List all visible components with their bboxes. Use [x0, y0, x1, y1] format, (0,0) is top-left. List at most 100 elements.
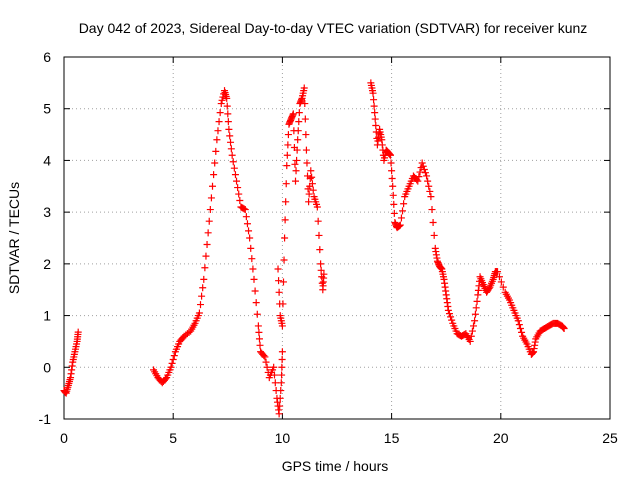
data-point-interp — [515, 321, 523, 329]
data-point — [195, 309, 203, 317]
data-point-interp — [471, 310, 479, 318]
data-point-interp — [262, 358, 270, 366]
data-point — [278, 322, 286, 330]
data-point-interp — [301, 100, 309, 108]
data-point-interp — [210, 171, 218, 179]
x-tick-labels: 0 5 10 15 20 25 — [60, 430, 618, 446]
data-point-interp — [485, 284, 493, 292]
data-point-interp — [495, 273, 503, 281]
data-point-interp — [276, 402, 284, 410]
data-point-interp — [284, 141, 292, 149]
data-point-interp — [245, 227, 253, 235]
data-point-interp — [448, 316, 456, 324]
data-point-interp — [426, 187, 434, 195]
data-point-interp — [216, 109, 224, 117]
data-point — [414, 177, 422, 185]
data-point-interp — [400, 200, 408, 208]
data-point-interp — [162, 375, 170, 383]
data-point-interp — [170, 352, 178, 360]
data-point — [254, 322, 262, 330]
data-point — [204, 229, 212, 237]
data-point-interp — [429, 218, 437, 226]
data-point-interp — [255, 328, 263, 336]
data-point — [200, 275, 208, 283]
data-point-interp — [419, 162, 427, 170]
data-point — [300, 84, 308, 92]
data-point-interp — [247, 244, 255, 252]
data-point-interp — [302, 131, 310, 139]
data-point-interp — [278, 371, 286, 379]
data-point-interp — [470, 322, 477, 330]
data-point-interp — [291, 160, 299, 168]
y-tick-label: 0 — [43, 359, 51, 375]
data-point — [233, 177, 241, 185]
data-point-interp — [445, 310, 453, 318]
data-point-interp — [275, 288, 283, 296]
data-point-interp — [306, 175, 314, 183]
data-point — [389, 182, 397, 190]
data-point-interp — [279, 300, 287, 308]
data-point-interp — [275, 277, 283, 285]
data-point-interp — [280, 256, 288, 264]
data-point-interp — [371, 109, 379, 117]
data-point-interp — [234, 184, 242, 192]
data-point-interp — [284, 131, 292, 139]
data-point-interp — [223, 102, 231, 110]
data-point — [313, 203, 321, 211]
data-point-interp — [215, 118, 223, 126]
x-tick-label: 15 — [384, 430, 400, 446]
data-point-interp — [255, 335, 263, 343]
data-point-interp — [518, 328, 526, 336]
data-point-interp — [295, 118, 303, 126]
data-point-interp — [227, 145, 235, 153]
plot-frame — [63, 56, 611, 420]
data-point-interp — [468, 327, 476, 335]
data-point-interp — [270, 371, 278, 379]
data-point-interp — [230, 164, 238, 172]
x-tick-label: 20 — [493, 430, 509, 446]
data-point-interp — [370, 102, 378, 110]
data-point — [246, 234, 254, 242]
data-point-interp — [231, 171, 239, 179]
data-point-interp — [372, 122, 380, 130]
data-point — [209, 182, 217, 190]
data-point — [320, 270, 328, 278]
data-point-interp — [256, 341, 264, 349]
data-point-interp — [293, 156, 301, 164]
data-point-interp — [235, 190, 243, 198]
data-point-interp — [242, 213, 250, 221]
data-point-interp — [388, 175, 396, 183]
data-point — [250, 275, 258, 283]
y-tick-label: 6 — [43, 49, 51, 65]
data-point-interp — [251, 287, 259, 295]
data-point-interp — [309, 186, 317, 194]
data-point-interp — [370, 96, 378, 104]
data-point-interp — [314, 217, 322, 225]
data-point — [307, 167, 315, 175]
data-point — [261, 353, 269, 361]
data-point — [423, 172, 431, 180]
data-point-interp — [416, 168, 424, 176]
data-point-interp — [388, 167, 396, 175]
data-point-interp — [281, 216, 289, 224]
data-point-interp — [218, 96, 226, 104]
data-point-interp — [278, 356, 286, 364]
data-point-interp — [305, 190, 313, 198]
data-point — [371, 115, 379, 123]
data-point-interp — [397, 214, 405, 222]
data-point-interp — [420, 165, 428, 173]
data-point-interp — [301, 115, 309, 123]
data-point — [560, 325, 568, 332]
y-tick-label: 3 — [43, 204, 51, 220]
data-point-interp — [205, 217, 213, 225]
data-point — [418, 159, 426, 167]
data-point-interp — [212, 147, 220, 155]
data-point-interp — [248, 255, 256, 263]
data-point-interp — [243, 220, 251, 228]
data-point — [283, 162, 291, 170]
data-point-interp — [206, 206, 214, 214]
y-axis-label: SDTVAR / TECUs — [6, 182, 22, 294]
data-point-interp — [202, 252, 210, 260]
data-point — [289, 110, 297, 118]
data-point-interp — [283, 151, 291, 159]
